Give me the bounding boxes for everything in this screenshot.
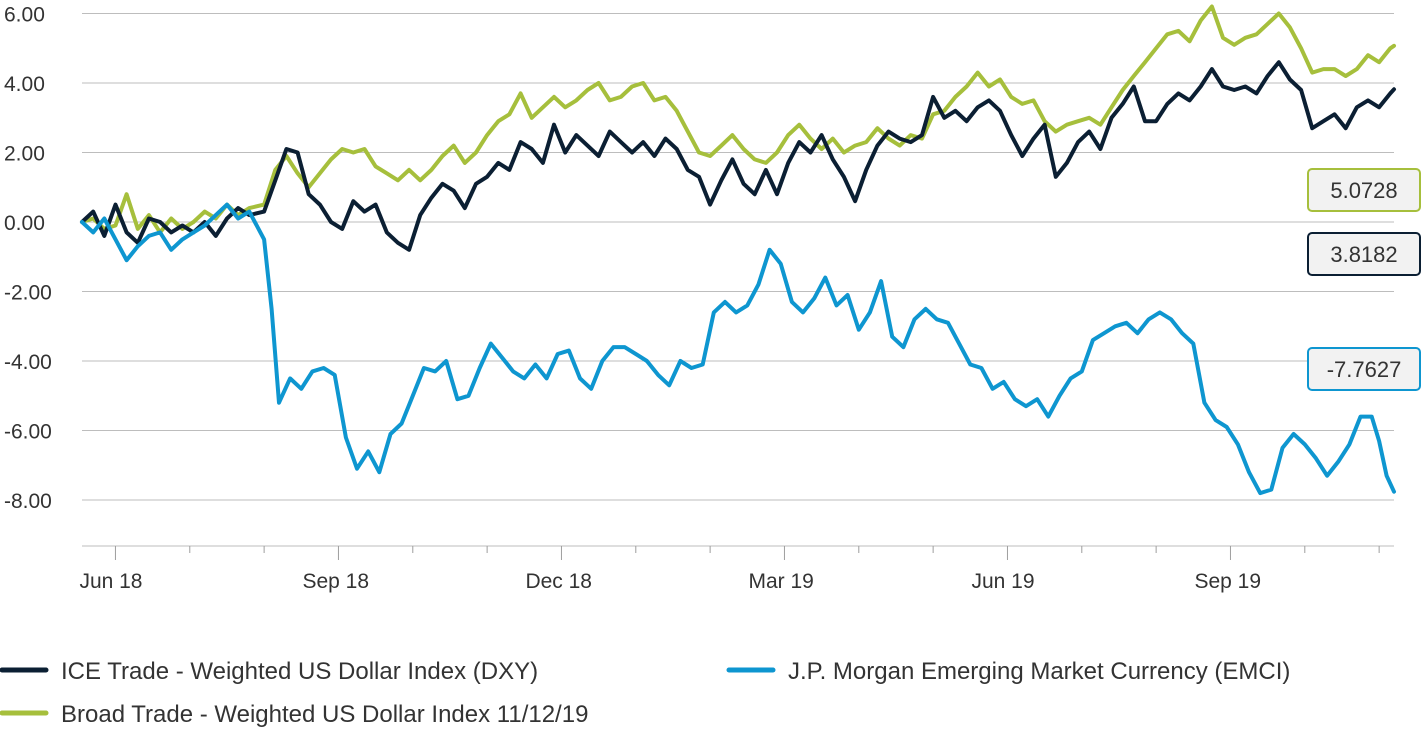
series-line-2 [80,202,1396,496]
series-lines [80,4,1396,496]
badge-box [1307,232,1421,276]
x-tick-label: Dec 18 [525,570,592,593]
y-tick-label: -6.00 [4,421,52,444]
end-value-badge: -7.7627 [1307,347,1421,391]
x-tick-label: Mar 19 [748,570,813,593]
y-tick-label: 4.00 [4,73,45,96]
series-line-0 [80,60,1396,252]
end-value-badge: 5.0728 [1307,168,1421,212]
series-line-1 [80,4,1396,235]
end-value-badge: 3.8182 [1307,232,1421,276]
legend-label: ICE Trade - Weighted US Dollar Index (DX… [61,658,538,685]
badge-box [1307,168,1421,212]
legend-entry: Broad Trade - Weighted US Dollar Index 1… [0,701,588,728]
x-tick-label: Sep 18 [302,570,369,593]
legend-label: Broad Trade - Weighted US Dollar Index 1… [61,701,588,728]
legend-entry: ICE Trade - Weighted US Dollar Index (DX… [0,658,538,685]
badge-box [1307,347,1421,391]
legend-entry: J.P. Morgan Emerging Market Currency (EM… [726,658,1290,685]
y-tick-label: 0.00 [4,212,45,235]
x-axis-tick-labels: Jun 18 Sep 18 Dec 18 Mar 19 Jun 19 Sep 19 [79,570,1261,593]
badge-value: 5.0728 [1330,178,1397,203]
grid-lines [82,13,1394,501]
x-tick-label: Sep 19 [1194,570,1261,593]
end-value-badges: 5.0728 3.8182 -7.7627 [1307,168,1421,391]
y-tick-label: 2.00 [4,143,45,166]
badge-value: 3.8182 [1330,242,1397,267]
y-tick-label: -4.00 [4,351,52,374]
y-tick-label: -2.00 [4,282,52,305]
x-tick-label: Jun 19 [971,570,1034,593]
y-axis-tick-labels: 6.00 4.00 2.00 0.00 -2.00 -4.00 -6.00 -8.00 [4,4,52,514]
x-axis [82,545,1394,560]
legend-label: J.P. Morgan Emerging Market Currency (EM… [788,658,1290,685]
badge-value: -7.7627 [1327,357,1402,382]
y-tick-label: -8.00 [4,490,52,513]
x-tick-label: Jun 18 [79,570,142,593]
y-tick-label: 6.00 [4,4,45,27]
legend: ICE Trade - Weighted US Dollar Index (DX… [0,658,1290,728]
